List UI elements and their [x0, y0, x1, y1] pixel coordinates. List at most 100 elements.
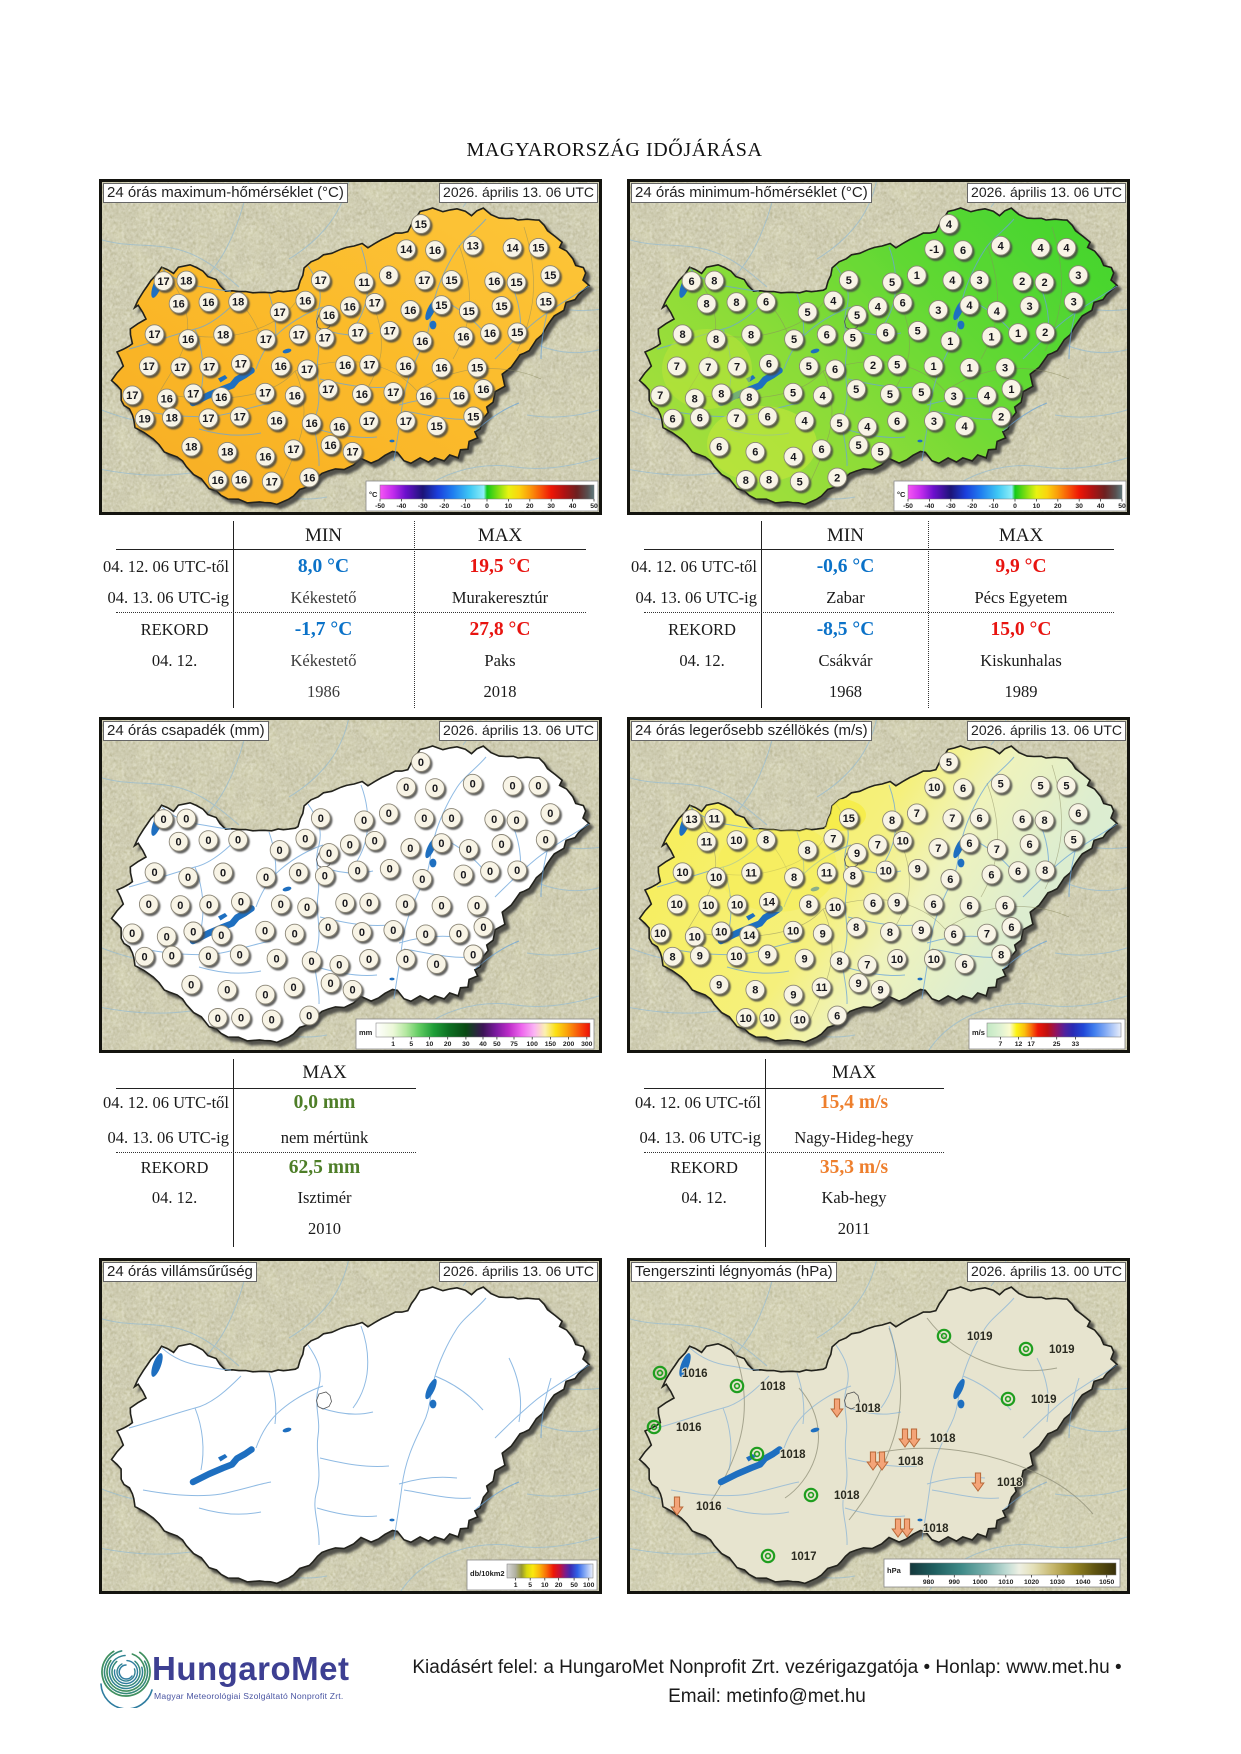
svg-text:-10: -10 — [989, 503, 999, 510]
svg-text:17: 17 — [235, 359, 247, 371]
svg-text:6: 6 — [883, 327, 889, 339]
svg-text:12: 12 — [1015, 1041, 1023, 1048]
svg-text:17: 17 — [301, 364, 313, 376]
svg-text:14: 14 — [400, 244, 413, 256]
svg-text:1016: 1016 — [676, 1422, 702, 1434]
svg-text:5: 5 — [846, 275, 852, 287]
svg-text:100: 100 — [527, 1041, 539, 1048]
svg-text:990: 990 — [949, 1579, 961, 1586]
svg-text:9: 9 — [915, 864, 921, 876]
svg-text:0: 0 — [238, 1013, 244, 1025]
svg-text:0: 0 — [470, 949, 476, 961]
svg-text:16: 16 — [453, 391, 465, 403]
svg-text:17: 17 — [187, 388, 199, 400]
svg-text:3: 3 — [935, 305, 941, 317]
svg-text:4: 4 — [864, 422, 871, 434]
svg-text:9: 9 — [820, 929, 826, 941]
svg-text:10: 10 — [702, 900, 714, 912]
svg-text:6: 6 — [763, 297, 769, 309]
svg-text:2: 2 — [998, 411, 1004, 423]
svg-text:1018: 1018 — [997, 1477, 1023, 1489]
svg-text:5: 5 — [1037, 781, 1043, 793]
svg-text:10: 10 — [787, 926, 799, 938]
svg-text:16: 16 — [172, 299, 184, 311]
svg-text:5: 5 — [889, 277, 895, 289]
svg-text:1010: 1010 — [998, 1579, 1013, 1586]
svg-text:-40: -40 — [396, 503, 406, 510]
svg-text:0: 0 — [491, 814, 497, 826]
svg-text:5: 5 — [915, 326, 921, 338]
svg-text:15: 15 — [430, 421, 442, 433]
svg-text:1050: 1050 — [1099, 1579, 1114, 1586]
svg-text:5: 5 — [837, 418, 843, 430]
svg-text:5: 5 — [854, 310, 860, 322]
svg-text:17: 17 — [126, 390, 138, 402]
svg-text:3: 3 — [931, 416, 937, 428]
svg-text:17: 17 — [319, 333, 331, 345]
svg-text:2: 2 — [870, 360, 876, 372]
svg-text:0: 0 — [273, 954, 279, 966]
svg-text:5: 5 — [790, 388, 796, 400]
svg-text:0: 0 — [460, 869, 466, 881]
svg-text:20: 20 — [526, 503, 534, 510]
svg-text:100: 100 — [583, 1582, 595, 1589]
svg-text:16: 16 — [420, 391, 432, 403]
svg-text:6: 6 — [697, 413, 703, 425]
svg-text:10: 10 — [730, 951, 742, 963]
svg-text:6: 6 — [1075, 808, 1081, 820]
svg-text:16: 16 — [477, 384, 489, 396]
svg-text:20: 20 — [555, 1582, 563, 1589]
svg-text:0: 0 — [487, 866, 493, 878]
svg-text:11: 11 — [745, 867, 757, 879]
svg-text:17: 17 — [418, 275, 430, 287]
svg-text:8: 8 — [766, 475, 772, 487]
svg-text:8: 8 — [711, 275, 717, 287]
svg-text:11: 11 — [816, 982, 828, 994]
svg-text:1018: 1018 — [923, 1523, 949, 1535]
svg-text:11: 11 — [821, 867, 833, 879]
svg-text:16: 16 — [289, 391, 301, 403]
svg-text:7: 7 — [864, 960, 870, 972]
svg-text:6: 6 — [1019, 814, 1025, 826]
svg-text:6: 6 — [1002, 901, 1008, 913]
svg-text:-50: -50 — [375, 503, 385, 510]
svg-text:0: 0 — [355, 865, 361, 877]
svg-text:0: 0 — [292, 929, 298, 941]
svg-text:1: 1 — [914, 270, 920, 282]
svg-text:1: 1 — [930, 361, 936, 373]
svg-text:16: 16 — [275, 361, 287, 373]
svg-text:7: 7 — [830, 834, 836, 846]
svg-text:15: 15 — [467, 411, 479, 423]
svg-text:20: 20 — [1054, 503, 1062, 510]
svg-text:0: 0 — [407, 843, 413, 855]
svg-text:0: 0 — [164, 931, 170, 943]
svg-text:14: 14 — [763, 897, 776, 909]
svg-text:17: 17 — [369, 298, 381, 310]
svg-text:5: 5 — [797, 476, 803, 488]
svg-text:0: 0 — [183, 813, 189, 825]
svg-text:0: 0 — [485, 503, 489, 510]
svg-text:0: 0 — [224, 985, 230, 997]
svg-text:18: 18 — [185, 442, 197, 454]
svg-text:16: 16 — [404, 305, 416, 317]
svg-text:8: 8 — [887, 927, 893, 939]
svg-text:2: 2 — [1019, 276, 1025, 288]
svg-text:6: 6 — [962, 959, 968, 971]
svg-text:-1: -1 — [929, 244, 939, 256]
svg-text:16: 16 — [429, 245, 441, 257]
svg-text:6: 6 — [752, 447, 758, 459]
svg-text:6: 6 — [832, 364, 838, 376]
svg-text:0: 0 — [547, 808, 553, 820]
svg-text:0: 0 — [509, 781, 515, 793]
svg-text:7: 7 — [949, 813, 955, 825]
svg-text:0: 0 — [188, 980, 194, 992]
svg-text:16: 16 — [305, 418, 317, 430]
svg-text:15: 15 — [415, 219, 427, 231]
svg-text:8: 8 — [743, 475, 749, 487]
svg-text:10: 10 — [676, 867, 688, 879]
svg-text:1: 1 — [947, 336, 953, 348]
svg-text:6: 6 — [966, 901, 972, 913]
svg-text:0: 0 — [366, 898, 372, 910]
svg-text:10: 10 — [654, 928, 666, 940]
svg-text:980: 980 — [923, 1579, 935, 1586]
